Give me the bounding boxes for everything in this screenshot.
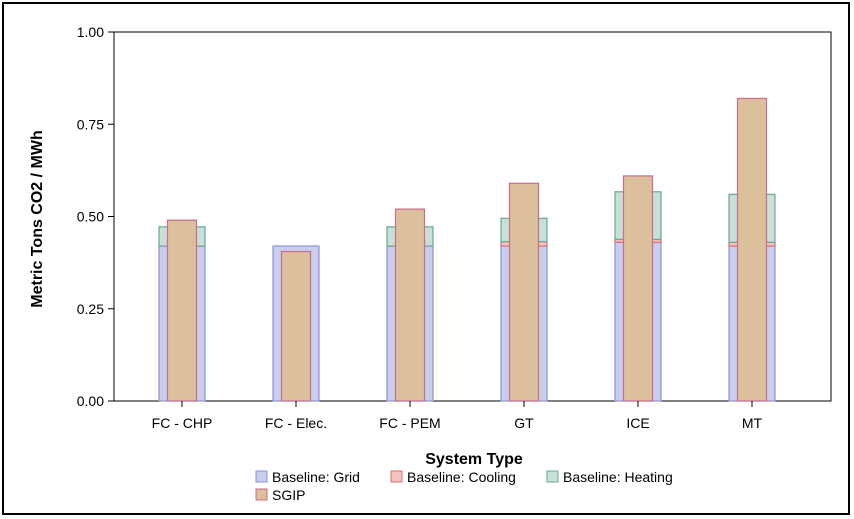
legend-swatch: [255, 488, 268, 501]
x-tick-label: FC - Elec.: [265, 415, 327, 431]
legend-label: Baseline: Cooling: [407, 469, 516, 485]
y-axis-title: Metric Tons CO2 / MWh: [29, 130, 46, 307]
bar-sgip: [280, 250, 312, 402]
bar-sgip: [394, 208, 426, 402]
y-tick-label: 0.00: [77, 393, 104, 409]
bar-sgip: [622, 175, 654, 402]
bar-chart: 0.000.250.500.751.00 FC - CHP FC - Elec. F…: [29, 24, 832, 503]
x-tick-label: MT: [742, 415, 763, 431]
legend-label: Baseline: Heating: [563, 469, 673, 485]
legend-swatch: [390, 470, 403, 483]
plot-border: [113, 31, 832, 402]
legend: Baseline: Grid Baseline: Cooling Baseline:…: [255, 469, 673, 503]
y-tick-label: 0.75: [77, 116, 104, 132]
x-tick-label: ICE: [626, 415, 649, 431]
x-tick-label: FC - PEM: [379, 415, 440, 431]
y-tick-label: 0.50: [77, 209, 104, 225]
legend-label: Baseline: Grid: [272, 469, 360, 485]
legend-swatch: [255, 470, 268, 483]
plot-area: [113, 31, 832, 402]
x-tick-label: FC - CHP: [152, 415, 213, 431]
x-axis-title: System Type: [425, 451, 523, 468]
y-tick-label: 0.25: [77, 301, 104, 317]
bar-sgip: [736, 97, 768, 402]
legend-label: SGIP: [272, 487, 305, 503]
bar-sgip: [508, 182, 540, 402]
x-axis: FC - CHP FC - Elec. FC - PEM GT ICE MT: [152, 401, 763, 431]
bar-sgip: [166, 219, 198, 402]
y-axis: 0.00 0.25 0.50 0.75 1.00: [77, 24, 114, 409]
y-tick-label: 1.00: [77, 24, 104, 40]
legend-swatch: [546, 470, 559, 483]
x-tick-label: GT: [514, 415, 534, 431]
